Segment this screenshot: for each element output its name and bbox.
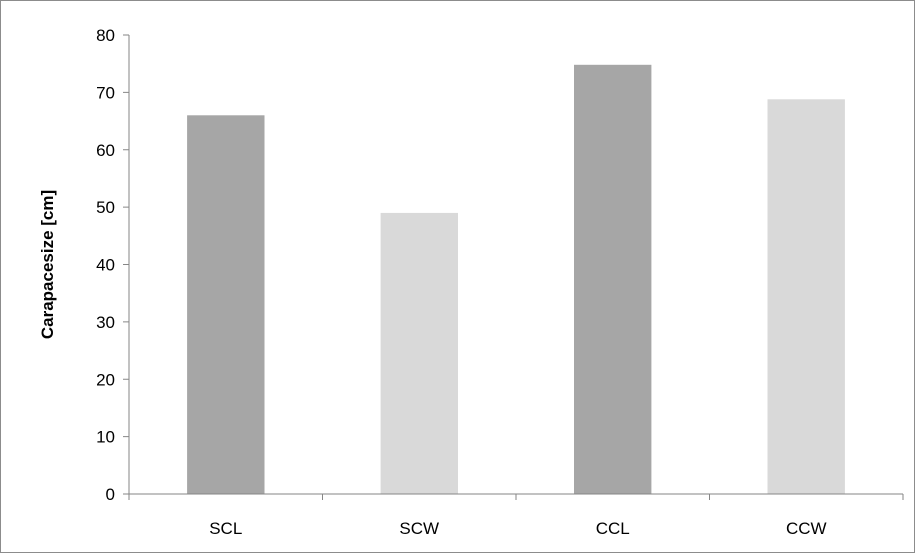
y-tick-label: 0 (106, 485, 115, 504)
y-tick-label: 80 (96, 26, 115, 45)
x-tick-label-scw: SCW (399, 519, 439, 538)
bar-ccw (767, 99, 845, 495)
y-tick-label: 40 (96, 256, 115, 275)
y-tick-label: 10 (96, 428, 115, 447)
y-tick-label: 20 (96, 370, 115, 389)
bar-scl (187, 115, 265, 495)
bar-ccl (574, 64, 652, 495)
y-tick-label: 70 (96, 83, 115, 102)
x-tick-label-scl: SCL (209, 519, 242, 538)
axes-layer (123, 34, 904, 500)
labels-layer: 0 10 20 30 40 50 60 70 80 SCL SCW CCL CCW (96, 26, 826, 538)
x-tick-label-ccw: CCW (786, 519, 827, 538)
bar-scw (380, 212, 458, 494)
y-axis-title: Carapacesize [cm] (38, 190, 57, 339)
x-tick-label-ccl: CCL (596, 519, 630, 538)
y-tick-label: 30 (96, 313, 115, 332)
y-tick-label: 60 (96, 141, 115, 160)
bars-layer (187, 64, 845, 495)
y-tick-label: 50 (96, 198, 115, 217)
